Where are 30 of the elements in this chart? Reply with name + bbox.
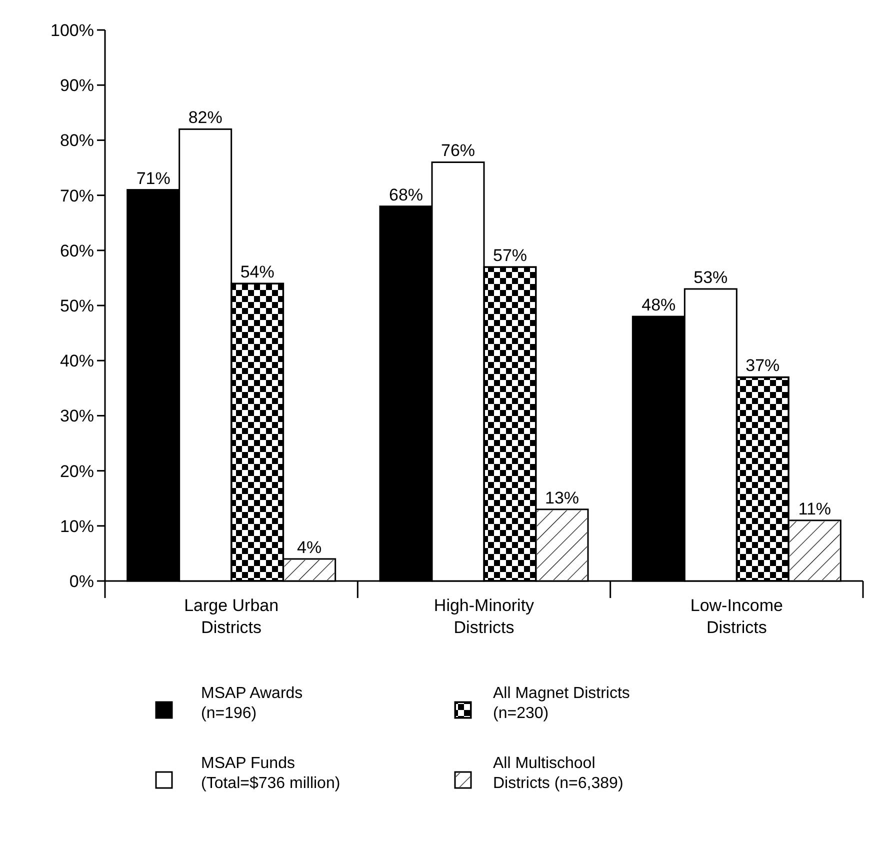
y-tick-label: 60% [60,241,94,260]
data-label: 4% [297,538,322,557]
legend-label: All Multischool Districts (n=6,389) [493,755,624,792]
x-tick-label: High-Minority Districts [434,596,535,637]
data-label: 68% [388,185,424,204]
data-label: 82% [188,108,222,128]
x-tick-label: Large Urban Districts [184,596,279,637]
legend-label: All Magnet Districts (n=230) [493,685,630,722]
y-tick-label: 50% [60,296,94,316]
y-tick-label: 40% [60,352,94,371]
legend-label: MSAP Funds (Total=$736 million) [201,755,340,792]
data-label: 13% [544,488,580,508]
legend-label: MSAP Awards (n=196) [201,685,303,722]
y-tick-label: 30% [60,406,94,426]
y-tick-label: 100% [50,20,94,40]
y-tick-label: 20% [60,462,94,481]
data-label: 53% [694,268,728,287]
y-tick-label: 70% [60,186,94,206]
data-label: 54% [240,262,274,282]
y-tick-label: 10% [60,516,94,536]
y-tick-label: 0% [69,572,94,591]
data-label: 57% [492,246,528,265]
data-label: 71% [136,168,170,188]
x-tick-label: Low-Income Districts [690,596,783,637]
data-label: 48% [642,296,676,315]
y-tick-label: 80% [60,131,94,150]
data-label: 76% [440,141,476,160]
y-tick-label: 90% [60,76,94,96]
data-label: 11% [798,499,832,518]
data-label: 37% [746,356,780,376]
